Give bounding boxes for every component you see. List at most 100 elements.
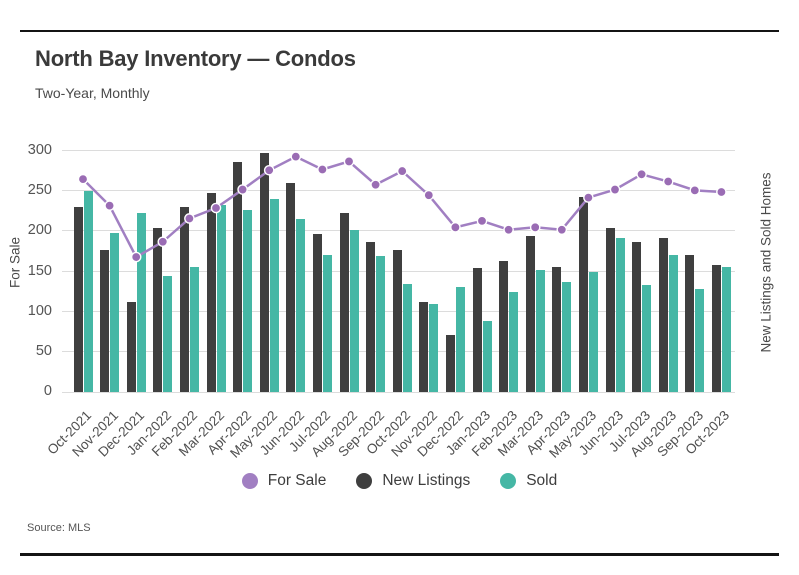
top-rule [20,30,779,32]
for-sale-point [556,224,568,236]
bar-new-listings [312,234,322,392]
legend-label: Sold [526,472,558,489]
legend-item-for-sale: For Sale [241,472,327,490]
bar-sold [189,266,199,392]
bar-new-listings [339,212,349,392]
bar-sold [296,218,306,392]
bar-new-listings [632,242,642,392]
bar-sold [588,271,598,392]
bar-new-listings [206,192,216,392]
legend-label: For Sale [267,472,327,489]
for-sale-point [370,179,381,191]
bar-sold [429,303,439,392]
plot-area: 0050261005215078200104250130300156 [28,142,735,399]
bar-new-listings [392,249,402,392]
y-axis-left-tick-label: 250 [27,182,52,199]
bar-sold [721,266,731,392]
for-sale-point [689,185,701,196]
gridline [62,190,735,192]
y-axis-left-tick-label: 0 [43,383,52,399]
for-sale-point [503,224,514,236]
gridline [62,392,735,393]
for-sale-point [290,151,302,162]
bar-new-listings [472,268,482,392]
bar-new-listings [658,237,668,392]
for-sale-point [184,213,195,224]
bar-new-listings [419,302,429,392]
bar-new-listings [445,334,455,392]
bar-sold [482,320,492,392]
bar-sold [562,282,572,392]
y-axis-title-right: New Listings and Sold Homes [758,172,774,353]
bar-sold [163,276,173,392]
for-sale-point [237,184,248,195]
bar-new-listings [153,228,163,392]
bar-new-listings [525,235,535,392]
bar-sold [83,191,93,392]
x-axis-labels: Oct-2021 Nov-2021 Dec-2021 Jan-2022 Feb-2022… [44,399,735,461]
bar-new-listings [179,206,189,392]
for-sale-point [662,176,674,187]
bar-new-listings [259,152,269,392]
bar-sold [402,283,412,392]
for-sale-point [77,173,89,185]
bar-new-listings [100,249,110,392]
bar-new-listings [552,266,562,392]
for-sale-point [157,236,169,248]
legend-dot-icon [356,473,373,489]
for-sale-point [716,186,727,198]
bar-sold [136,212,146,392]
y-axis-left-tick-label: 100 [27,302,52,319]
bar-sold [615,237,625,392]
for-sale-point [450,222,461,233]
y-axis-left-tick-label: 200 [27,222,52,239]
legend-dot-icon [500,473,517,489]
for-sale-point [130,251,142,263]
for-sale-line-layer [77,151,727,263]
y-axis-left-tick-label: 300 [27,142,52,158]
source-note: Source: MLS [27,522,91,534]
bar-sold [216,205,226,392]
bar-sold [110,232,120,392]
gridline [62,230,735,232]
for-sale-point [476,215,488,227]
bar-new-listings [73,206,83,392]
for-sale-point [317,164,328,175]
bar-sold [668,254,678,392]
legend: For Sale New Listings Sold [0,472,799,490]
bar-sold [269,198,279,392]
bar-new-listings [233,161,243,392]
bar-new-listings [286,183,296,392]
bar-sold [695,288,705,392]
bar-sold [535,269,545,392]
legend-dot-icon [241,473,258,489]
for-sale-point [529,222,541,233]
bar-new-listings [711,265,721,392]
for-sale-point [210,202,222,214]
bar-sold [243,209,253,392]
bar-new-listings [685,254,695,392]
chart-subtitle: Two-Year, Monthly [35,85,150,101]
bar-sold [349,229,359,392]
bar-sold [509,291,519,392]
legend-label: New Listings [382,472,471,489]
y-axis-left-tick-label: 50 [35,342,52,359]
for-sale-point [104,200,115,211]
legend-item-new-listings: New Listings [356,472,470,490]
for-sale-point [609,184,621,195]
for-sale-point [396,165,408,177]
y-axis-left-tick-label: 150 [27,262,52,279]
bottom-rule [20,553,779,556]
for-sale-point [343,156,355,167]
bar-new-listings [578,197,588,392]
for-sale-point [423,189,435,201]
bar-new-listings [366,242,376,392]
bar-new-listings [126,302,136,392]
bar-sold [642,285,652,392]
for-sale-point [583,192,594,203]
gridline [62,150,735,151]
bar-sold [455,286,465,392]
bar-sold [376,256,386,392]
for-sale-point [636,168,647,180]
